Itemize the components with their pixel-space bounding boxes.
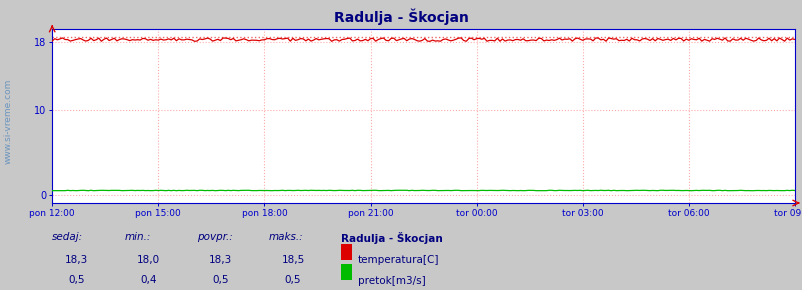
- Text: www.si-vreme.com: www.si-vreme.com: [3, 79, 13, 164]
- Text: sedaj:: sedaj:: [52, 232, 83, 242]
- Text: 18,3: 18,3: [65, 255, 87, 265]
- Text: pretok[m3/s]: pretok[m3/s]: [358, 276, 425, 285]
- Text: 18,3: 18,3: [209, 255, 232, 265]
- Text: Radulja - Škocjan: Radulja - Škocjan: [334, 9, 468, 25]
- Text: 18,0: 18,0: [137, 255, 160, 265]
- Text: 0,5: 0,5: [213, 276, 229, 285]
- Text: 0,5: 0,5: [68, 276, 84, 285]
- Text: maks.:: maks.:: [269, 232, 303, 242]
- Text: temperatura[C]: temperatura[C]: [358, 255, 439, 265]
- Text: 0,4: 0,4: [140, 276, 156, 285]
- Text: Radulja - Škocjan: Radulja - Škocjan: [341, 232, 443, 244]
- Text: povpr.:: povpr.:: [196, 232, 233, 242]
- Text: min.:: min.:: [124, 232, 151, 242]
- Text: 0,5: 0,5: [285, 276, 301, 285]
- Text: 18,5: 18,5: [282, 255, 304, 265]
